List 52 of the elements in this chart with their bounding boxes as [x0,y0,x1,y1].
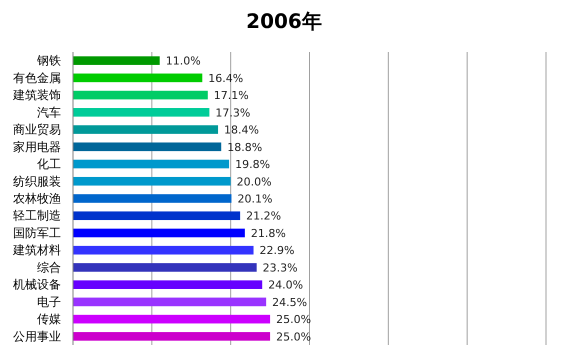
data-label: 20.1% [237,192,272,206]
data-label: 11.0% [166,54,201,68]
bar [73,176,231,186]
bar [73,160,230,168]
bar [73,280,262,289]
y-tick-label: 建筑装饰 [12,88,61,102]
data-label: 20.0% [236,175,272,188]
bar [73,56,160,65]
data-label: 21.8% [250,226,286,240]
y-tick-label: 综合 [37,260,61,274]
bar [73,314,270,324]
y-tick-label: 传媒 [37,312,61,326]
y-tick-label: 汽车 [37,105,61,120]
y-tick-label: 轻工制造 [13,208,61,223]
bar [73,228,245,238]
y-tick-label: 农林牧渔 [13,192,61,206]
data-label: 19.8% [235,158,270,172]
bar [73,108,210,117]
bar [73,332,270,341]
y-tick-label: 纺织服装 [13,174,61,188]
y-tick-label: 有色金属 [13,70,61,85]
bar [73,90,208,100]
bar [73,246,254,255]
data-label: 25.0% [276,330,312,344]
data-label: 18.8% [227,140,262,154]
bar [73,125,218,134]
data-label: 24.0% [268,278,304,292]
y-tick-label: 化工 [37,157,61,172]
bar [73,263,257,272]
y-tick-label: 家用电器 [13,140,61,154]
bar [73,211,240,220]
y-tick-label: 钢铁 [36,54,61,68]
data-label: 23.3% [262,261,298,274]
chart-title: 2006年 [246,9,322,33]
y-tick-label: 公用事业 [13,329,61,344]
bar [73,74,202,82]
data-label: 16.4% [208,72,244,85]
bar [73,194,232,203]
y-tick-label: 建筑材料 [12,243,61,258]
y-tick-label: 商业贸易 [13,122,61,137]
data-label: 22.9% [260,244,294,258]
bar [73,142,222,152]
y-tick-label: 国防军工 [13,226,61,240]
data-label: 21.2% [246,210,282,223]
data-label: 25.0% [276,313,312,326]
y-tick-label: 机械设备 [13,278,61,292]
y-tick-label: 电子 [37,294,61,309]
data-label: 17.3% [215,106,250,120]
data-label: 24.5% [272,296,308,309]
bar [73,298,266,306]
data-label: 17.1% [214,89,249,102]
data-label: 18.4% [224,124,260,137]
